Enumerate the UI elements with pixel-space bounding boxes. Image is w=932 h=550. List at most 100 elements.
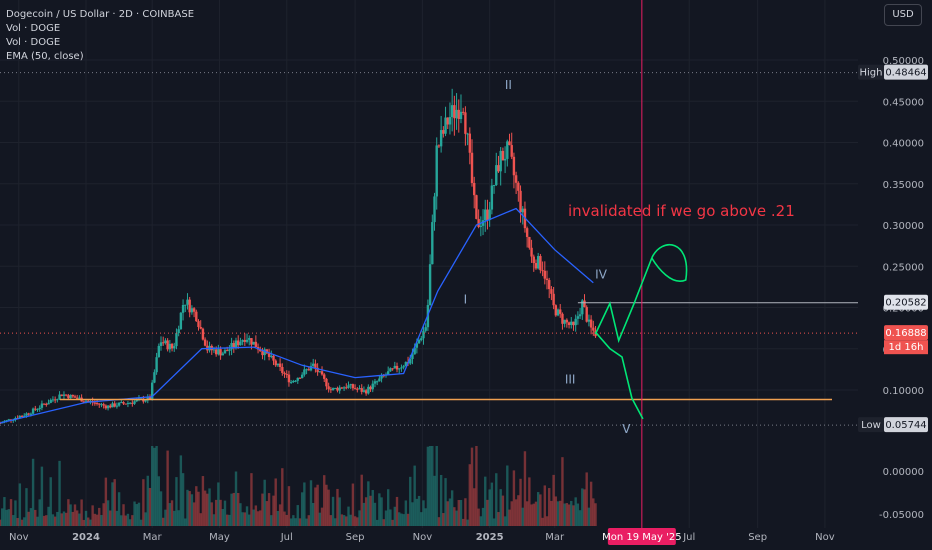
volume-bar xyxy=(567,504,571,526)
volume-bar xyxy=(144,512,147,526)
candle-body xyxy=(530,247,533,257)
candle-body xyxy=(104,405,108,409)
indicator-ema[interactable]: EMA (50, close) xyxy=(6,51,84,62)
volume-bar xyxy=(237,492,240,526)
candle-body xyxy=(78,397,81,399)
indicator-volume-1[interactable]: Vol · DOGE xyxy=(6,23,61,34)
candle-body xyxy=(576,316,580,319)
volume-bar xyxy=(102,503,105,526)
candle-body xyxy=(60,394,63,396)
volume-bar xyxy=(512,470,516,526)
volume-bar xyxy=(373,502,377,526)
candle-body xyxy=(115,405,119,407)
volume-bar xyxy=(71,511,74,526)
volume-bar xyxy=(395,496,399,526)
candle-body xyxy=(534,263,538,269)
volume-bar xyxy=(470,447,474,526)
volume-bar xyxy=(523,451,527,526)
volume-bar xyxy=(519,478,522,526)
indicator-volume-2[interactable]: Vol · DOGE xyxy=(6,37,61,48)
candle-body xyxy=(512,156,516,176)
candle-body xyxy=(274,360,277,366)
volume-bar xyxy=(541,517,544,526)
candle-body xyxy=(561,313,564,324)
volume-bar xyxy=(36,516,39,526)
candle-body xyxy=(380,375,383,379)
price-tick: 0.40000 xyxy=(883,139,924,150)
price-tick: 0.45000 xyxy=(883,97,924,108)
volume-bar xyxy=(517,495,520,526)
wave-label: III xyxy=(565,372,576,386)
currency-button[interactable]: USD xyxy=(884,4,922,26)
candle-body xyxy=(360,388,363,392)
volume-bar xyxy=(375,519,379,526)
volume-bar xyxy=(9,499,13,526)
candle-body xyxy=(413,347,416,355)
candle-body xyxy=(73,396,77,398)
candle-body xyxy=(157,345,161,358)
candle-body xyxy=(572,321,575,326)
candle-body xyxy=(281,367,284,373)
volume-bar xyxy=(42,515,46,526)
candle-body xyxy=(179,312,183,330)
candle-body xyxy=(133,401,136,404)
candle-body xyxy=(473,183,476,196)
volume-bar xyxy=(20,519,24,526)
volume-bar xyxy=(479,516,483,526)
candle-body xyxy=(120,402,123,404)
candle-body xyxy=(128,402,132,404)
time-tick: Nov xyxy=(815,532,835,543)
volume-bar xyxy=(245,506,249,526)
candle-body xyxy=(431,222,434,265)
candle-body xyxy=(338,387,341,391)
volume-bar xyxy=(296,505,299,526)
volume-tick: -0.05000 xyxy=(879,510,924,521)
candle-body xyxy=(201,328,205,340)
volume-bar xyxy=(550,500,553,526)
volume-bars xyxy=(0,446,597,526)
candle-body xyxy=(345,387,348,389)
volume-bar xyxy=(89,519,92,526)
volume-bar xyxy=(117,492,121,526)
candle-body xyxy=(272,355,275,361)
volume-bar xyxy=(265,501,269,526)
volume-bar xyxy=(413,465,416,526)
price-tick: 0.30000 xyxy=(883,221,924,232)
candle-body xyxy=(234,340,238,348)
candle-body xyxy=(448,117,452,125)
candle-body xyxy=(303,369,306,375)
volume-bar xyxy=(490,482,494,526)
candle-body xyxy=(223,350,227,354)
candle-body xyxy=(373,381,377,384)
volume-bar xyxy=(325,484,328,526)
candle-body xyxy=(184,304,187,306)
volume-bar xyxy=(14,500,17,526)
volume-bar xyxy=(364,497,368,526)
volume-bar xyxy=(409,476,412,526)
volume-bar xyxy=(369,495,372,526)
volume-bar xyxy=(124,515,127,526)
volume-bar xyxy=(316,484,319,526)
volume-bar xyxy=(232,492,235,526)
candle-body xyxy=(519,190,522,213)
candle-body xyxy=(323,374,326,379)
candle-body xyxy=(470,152,474,184)
candle-body xyxy=(25,413,28,416)
candle-body xyxy=(106,405,110,409)
volume-bar xyxy=(78,513,81,526)
time-tick: Mar xyxy=(143,532,163,543)
volume-bar xyxy=(58,460,61,526)
volume-bar xyxy=(499,489,502,526)
candle-body xyxy=(175,333,178,347)
time-tick: Sep xyxy=(346,532,365,543)
candle-body xyxy=(565,319,569,323)
candle-body xyxy=(203,339,207,346)
symbol-title[interactable]: Dogecoin / US Dollar · 2D · COINBASE xyxy=(6,9,195,20)
volume-bar xyxy=(256,511,260,526)
volume-bar xyxy=(40,466,44,526)
volume-bar xyxy=(1,508,4,526)
candle-body xyxy=(550,289,553,294)
candle-body xyxy=(87,400,90,402)
